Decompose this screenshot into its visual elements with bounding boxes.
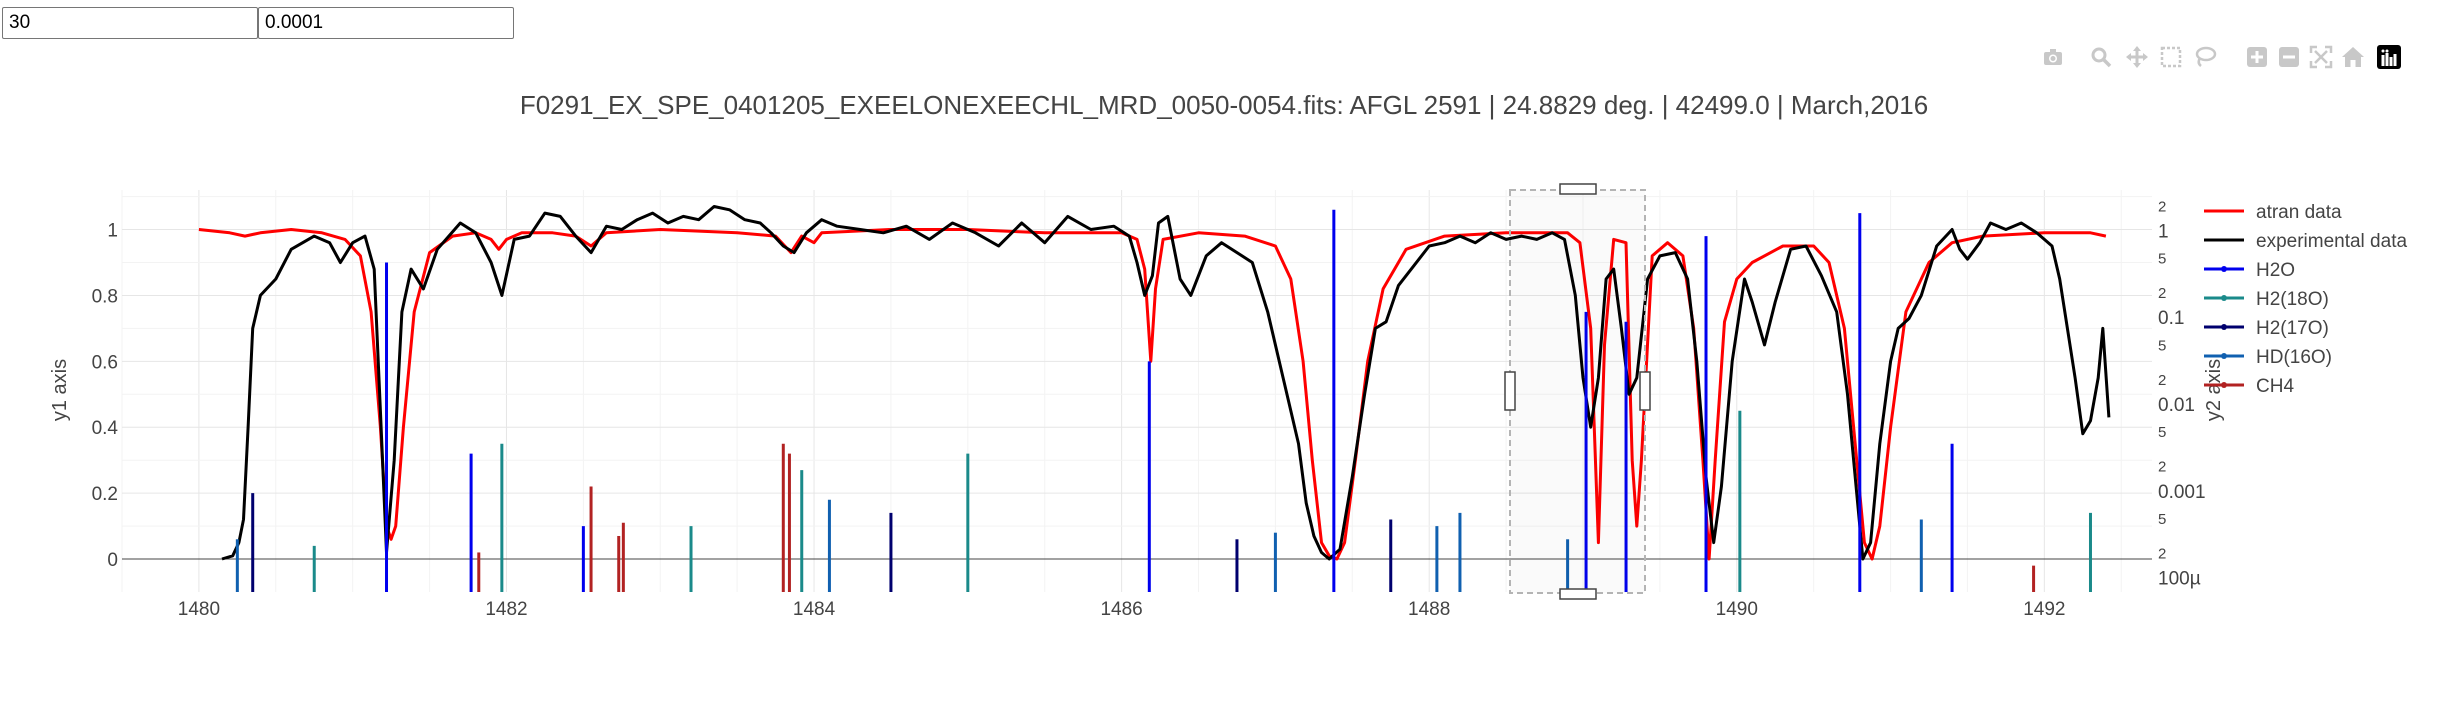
legend-item-atran-data[interactable]: atran data xyxy=(2204,202,2342,223)
camera-icon[interactable] xyxy=(2040,44,2066,70)
y-tick-label: 0.8 xyxy=(92,286,118,307)
y-tick-label: 0.2 xyxy=(92,484,118,505)
y2-tick-label: 2 xyxy=(2158,372,2166,389)
legend-label: H2(17O) xyxy=(2256,318,2329,339)
series-line-experimental-data xyxy=(221,205,2111,561)
legend-item-ch4[interactable]: CH4 xyxy=(2204,376,2294,397)
legend-item-h2-17o[interactable]: H2(17O) xyxy=(2204,318,2329,339)
chart-title: F0291_EX_SPE_0401205_EXEELONEXEECHL_MRD_… xyxy=(520,90,1928,120)
legend-marker xyxy=(2221,324,2227,330)
y2-tick-label: 5 xyxy=(2158,511,2166,528)
box-select-icon[interactable] xyxy=(2158,44,2184,70)
legend-marker xyxy=(2221,266,2227,272)
legend-label: H2(18O) xyxy=(2256,289,2329,310)
y2-tick-label: 2 xyxy=(2158,545,2166,562)
legend-label: HD(16O) xyxy=(2256,347,2332,368)
legend-label: experimental data xyxy=(2256,231,2407,252)
x-tick-label: 1490 xyxy=(1716,599,1758,620)
x-tick-label: 1480 xyxy=(178,599,220,620)
threshold-input[interactable] xyxy=(258,7,514,39)
x-tick-label: 1486 xyxy=(1100,599,1142,620)
y1-axis-title: y1 axis xyxy=(49,359,71,421)
legend-item-hd-16o[interactable]: HD(16O) xyxy=(2204,347,2332,368)
y-tick-label: 0.4 xyxy=(92,418,119,439)
legend[interactable]: atran data experimental data H2O H2(18O) H2(… xyxy=(2204,202,2407,397)
selection-handle-left[interactable] xyxy=(1504,371,1516,411)
plot-area[interactable] xyxy=(198,205,2111,593)
y-tick-label: 0.6 xyxy=(92,352,118,373)
legend-marker xyxy=(2221,353,2227,359)
y2-tick-label: 0.001 xyxy=(2158,482,2206,503)
lasso-icon[interactable] xyxy=(2192,44,2218,70)
y2-tick-label: 2 xyxy=(2158,198,2166,215)
reset-axes-icon[interactable] xyxy=(2340,44,2366,70)
selection-handle-bottom[interactable] xyxy=(1559,588,1597,600)
selection-handle-right[interactable] xyxy=(1639,371,1651,411)
y2-tick-label: 5 xyxy=(2158,424,2166,441)
max-input[interactable] xyxy=(2,7,258,39)
y2-axis-title: y2 axis xyxy=(2203,359,2225,421)
autoscale-icon[interactable] xyxy=(2308,44,2334,70)
y2-tick-label: 0.1 xyxy=(2158,308,2184,329)
legend-item-h2-18o[interactable]: H2(18O) xyxy=(2204,289,2329,310)
zoom-out-icon[interactable] xyxy=(2276,44,2302,70)
plotly-logo-icon[interactable] xyxy=(2376,44,2402,70)
y2-tick-label: 1 xyxy=(2158,221,2169,242)
selection-handle-top[interactable] xyxy=(1559,183,1597,195)
legend-marker xyxy=(2221,382,2227,388)
pan-icon[interactable] xyxy=(2124,44,2150,70)
x-tick-label: 1488 xyxy=(1408,599,1450,620)
x-tick-label: 1484 xyxy=(793,599,836,620)
x-axis: 1480 1482 1484 1486 1488 1490 1492 xyxy=(178,599,2066,620)
legend-item-experimental-data[interactable]: experimental data xyxy=(2204,231,2407,252)
y2-tick-label: 5 xyxy=(2158,251,2166,268)
y1-axis: 0 0.2 0.4 0.6 0.8 1 xyxy=(92,221,119,572)
y2-tick-label: 100µ xyxy=(2158,569,2201,590)
legend-item-h2o[interactable]: H2O xyxy=(2204,260,2295,281)
y2-tick-label: 0.01 xyxy=(2158,395,2195,416)
legend-label: CH4 xyxy=(2256,376,2294,397)
y2-tick-label: 2 xyxy=(2158,285,2166,302)
y2-axis: 2 1 5 2 0.1 5 2 0.01 5 2 0.001 5 2 100µ xyxy=(2158,198,2206,589)
zoom-in-icon[interactable] xyxy=(2244,44,2270,70)
legend-marker xyxy=(2221,295,2227,301)
x-tick-label: 1492 xyxy=(2023,599,2065,620)
x-tick-label: 1482 xyxy=(485,599,527,620)
y2-tick-label: 5 xyxy=(2158,337,2166,354)
y-tick-label: 0 xyxy=(107,550,118,571)
y-tick-label: 1 xyxy=(107,221,118,242)
zoom-icon[interactable] xyxy=(2088,44,2114,70)
legend-label: atran data xyxy=(2256,202,2342,223)
selection-box[interactable] xyxy=(1504,183,1651,600)
legend-label: H2O xyxy=(2256,260,2295,281)
y2-tick-label: 2 xyxy=(2158,459,2166,476)
